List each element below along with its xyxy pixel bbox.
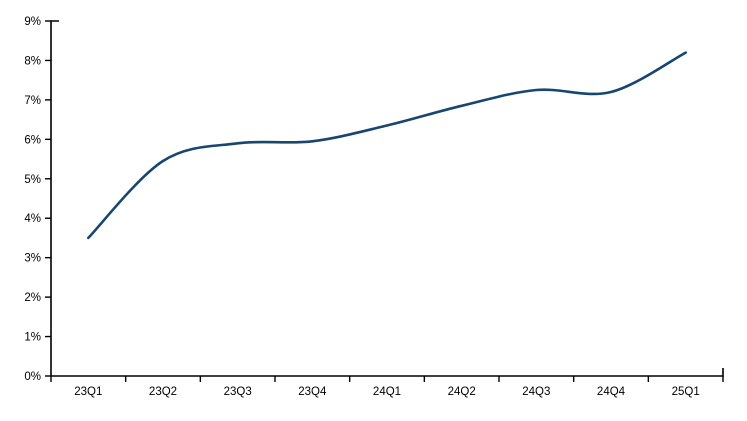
- y-tick-label: 6%: [24, 134, 41, 146]
- y-tick-label: 2%: [24, 292, 41, 304]
- y-tick-label: 3%: [24, 253, 41, 265]
- y-tick-label: 9%: [24, 16, 41, 28]
- x-tick-label: 24Q4: [597, 386, 626, 398]
- x-tick-label: 24Q3: [522, 386, 550, 398]
- y-tick-label: 1%: [24, 332, 41, 344]
- x-tick-label: 23Q2: [149, 386, 177, 398]
- x-tick-label: 24Q1: [373, 386, 401, 398]
- y-tick-label: 7%: [24, 95, 41, 107]
- x-tick-label: 23Q3: [224, 386, 252, 398]
- y-tick-label: 0%: [24, 371, 41, 383]
- axis-frame: [50, 20, 724, 377]
- y-tick-label: 4%: [24, 213, 41, 225]
- x-tick-label: 25Q1: [672, 386, 700, 398]
- x-tick-label: 23Q4: [298, 386, 327, 398]
- x-tick-label: 23Q1: [74, 386, 102, 398]
- series-line: [87, 51, 687, 240]
- x-tick-label: 24Q2: [448, 386, 476, 398]
- y-tick-label: 5%: [24, 174, 41, 186]
- y-tick-label: 8%: [24, 55, 41, 67]
